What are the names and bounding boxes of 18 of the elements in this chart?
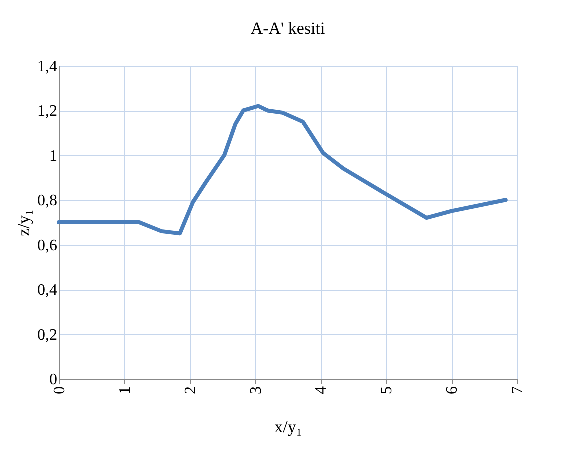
line-series [57, 104, 508, 236]
y-tick-label: 1,4 [38, 58, 58, 76]
x-axis-title: x/y₁ [274, 418, 302, 436]
x-tick-label: 1 [116, 386, 134, 394]
y-tick-label: 1,2 [38, 103, 58, 120]
y-tick-label: 0,6 [38, 237, 58, 254]
y-tick-label: 0,2 [38, 326, 58, 344]
y-tick-label: 0,8 [38, 192, 58, 210]
x-tick-label: 4 [313, 386, 330, 394]
y-tick-label: 0,4 [38, 282, 58, 300]
x-tick-label: 2 [182, 386, 200, 394]
x-tick-label: 3 [248, 386, 265, 394]
chart-title: A-A' kesiti [250, 19, 326, 38]
x-tick-label: 5 [378, 386, 396, 394]
y-axis-title: z/y₁ [14, 210, 34, 236]
x-tick-label: 7 [510, 386, 526, 394]
x-tick-label: 6 [444, 386, 462, 394]
y-tick-label: 1 [50, 148, 58, 165]
